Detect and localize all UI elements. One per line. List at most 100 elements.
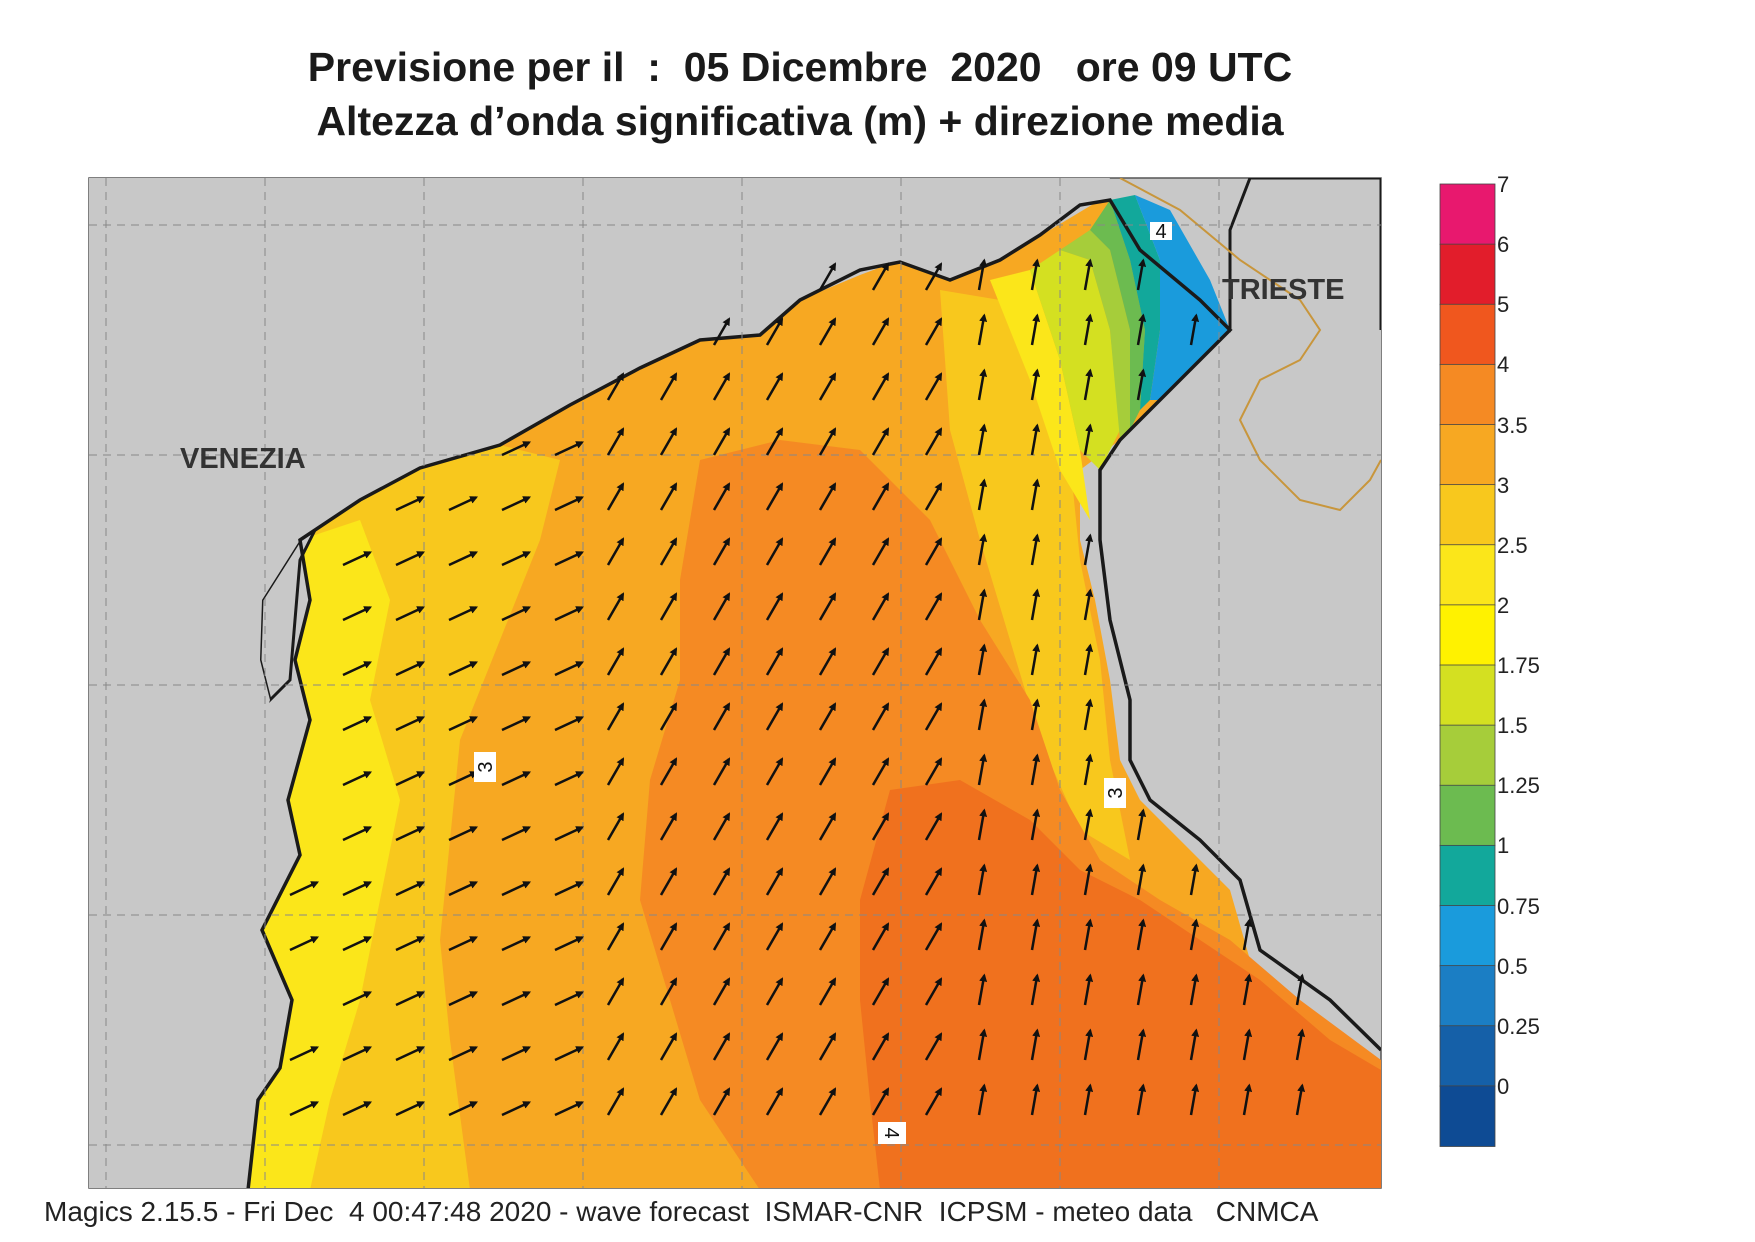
direction-arrow: [818, 922, 837, 951]
direction-arrow: [924, 427, 943, 456]
direction-arrow: [342, 936, 373, 952]
city-label-venezia: VENEZIA: [180, 443, 306, 475]
colorbar-swatch: [1439, 1085, 1496, 1147]
map-content: 3 3 4 4 VENEZIA TRIESTE: [89, 178, 1381, 1188]
colorbar-swatch: [1439, 905, 1496, 967]
direction-arrow: [395, 881, 426, 897]
direction-arrow: [395, 716, 426, 732]
direction-arrow: [712, 757, 731, 786]
direction-arrow: [765, 482, 784, 511]
direction-arrow: [1189, 1083, 1200, 1116]
direction-arrow: [554, 771, 585, 787]
direction-arrow: [924, 922, 943, 951]
direction-arrow: [1030, 863, 1041, 896]
direction-arrow: [606, 1087, 625, 1116]
direction-arrow: [659, 372, 678, 401]
direction-arrow: [818, 427, 837, 456]
direction-arrow: [448, 661, 479, 677]
colorbar-swatch: [1439, 484, 1496, 546]
direction-arrow: [977, 313, 988, 346]
direction-arrow: [871, 1087, 890, 1116]
direction-arrow: [659, 977, 678, 1006]
direction-arrow: [659, 702, 678, 731]
direction-arrow: [977, 973, 988, 1006]
direction-arrow: [712, 317, 731, 346]
direction-arrow: [765, 702, 784, 731]
direction-arrow: [977, 368, 988, 401]
direction-arrow: [395, 771, 426, 787]
direction-arrow: [554, 661, 585, 677]
title-line-1: Previsione per il : 05 Dicembre 2020 ore…: [307, 44, 1293, 90]
direction-arrow: [448, 771, 479, 787]
direction-arrow: [659, 427, 678, 456]
direction-arrow: [342, 551, 373, 567]
direction-arrow: [501, 991, 532, 1007]
direction-arrow: [1242, 918, 1253, 951]
direction-arrow: [1136, 1028, 1147, 1061]
colorbar-swatch: [1439, 965, 1496, 1027]
graticule: [89, 178, 1381, 1188]
direction-arrow: [818, 592, 837, 621]
direction-arrow: [448, 936, 479, 952]
direction-arrow: [342, 1101, 373, 1117]
direction-arrow: [871, 702, 890, 731]
colorbar-tick-label: 0.75: [1497, 893, 1540, 919]
direction-arrow: [712, 1087, 731, 1116]
direction-arrow: [448, 496, 479, 512]
direction-arrow: [818, 1087, 837, 1116]
direction-arrow: [1083, 533, 1094, 566]
direction-arrow: [501, 441, 532, 457]
direction-arrow: [554, 606, 585, 622]
direction-arrow: [448, 551, 479, 567]
direction-arrow: [606, 702, 625, 731]
direction-arrow: [818, 812, 837, 841]
direction-arrow: [448, 991, 479, 1007]
direction-arrow: [977, 588, 988, 621]
direction-arrow: [1083, 643, 1094, 676]
direction-arrow: [1030, 258, 1041, 291]
direction-arrow: [554, 441, 585, 457]
direction-arrow: [924, 592, 943, 621]
direction-arrow: [1189, 918, 1200, 951]
direction-arrow: [606, 647, 625, 676]
direction-arrow: [659, 867, 678, 896]
direction-arrow: [554, 1101, 585, 1117]
colorbar-swatch: [1439, 664, 1496, 727]
direction-arrow: [395, 606, 426, 622]
direction-arrow: [818, 647, 837, 676]
direction-arrow: [501, 661, 532, 677]
direction-arrow: [712, 1032, 731, 1061]
direction-arrow: [501, 1101, 532, 1117]
colorbar-tick-label: 5: [1497, 292, 1510, 318]
direction-arrow: [1136, 258, 1147, 291]
direction-arrow: [818, 757, 837, 786]
direction-arrow: [1083, 1028, 1094, 1061]
zone-1-25: [1090, 200, 1145, 430]
direction-arrow: [395, 991, 426, 1007]
direction-arrow: [1136, 368, 1147, 401]
direction-arrow: [1189, 973, 1200, 1006]
colorbar-tick-label: 0: [1497, 1073, 1510, 1099]
direction-arrow: [977, 1028, 988, 1061]
direction-arrow: [924, 537, 943, 566]
zone-2-east: [990, 270, 1090, 520]
contour-label-3a: 3: [474, 752, 497, 782]
direction-arrow: [977, 698, 988, 731]
direction-arrow: [554, 551, 585, 567]
direction-arrow: [342, 661, 373, 677]
direction-arrow: [871, 757, 890, 786]
direction-arrow: [765, 867, 784, 896]
direction-arrow: [871, 427, 890, 456]
direction-arrow: [501, 771, 532, 787]
direction-arrow: [659, 1032, 678, 1061]
direction-arrow: [818, 977, 837, 1006]
direction-arrow: [977, 423, 988, 456]
zone-1: [1110, 195, 1160, 410]
direction-arrow: [712, 647, 731, 676]
direction-arrow: [1136, 313, 1147, 346]
colorbar-swatch: [1439, 724, 1496, 787]
direction-arrow: [924, 647, 943, 676]
direction-arrow: [977, 533, 988, 566]
direction-arrow: [712, 592, 731, 621]
direction-arrow: [1030, 918, 1041, 951]
